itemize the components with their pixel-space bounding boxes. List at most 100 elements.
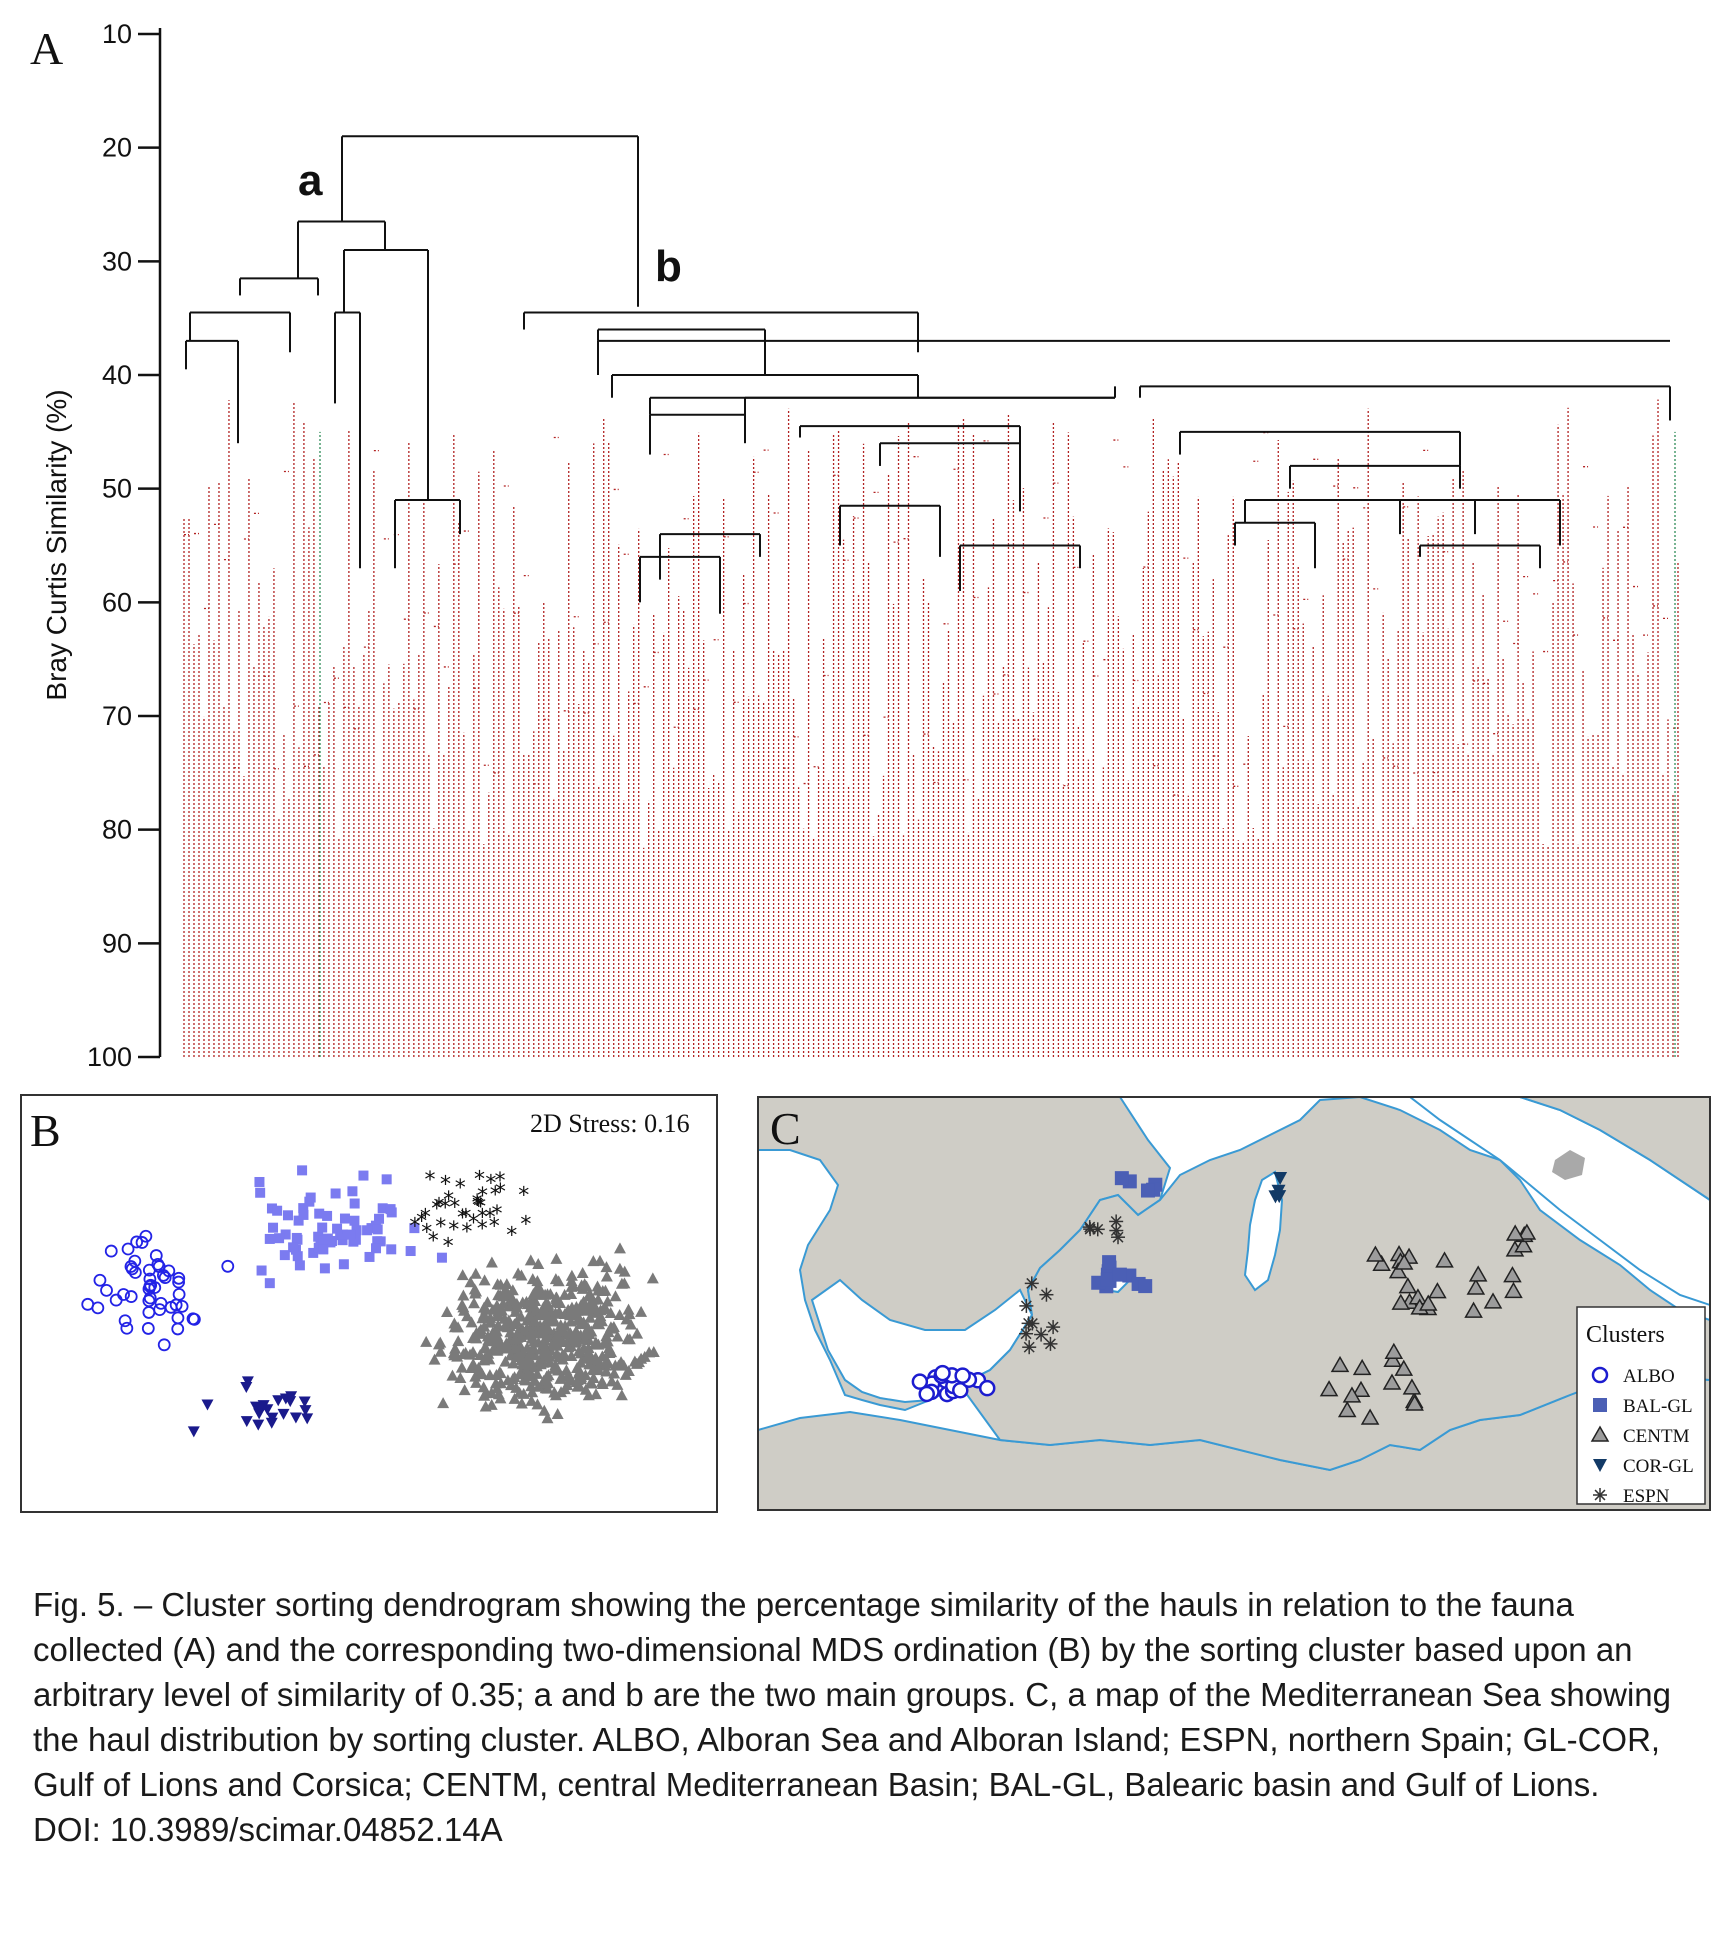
mds-point-centm [505,1336,518,1348]
mds-point-centm [565,1269,578,1281]
mds-point-centm [590,1355,603,1367]
mds-point-centm [502,1300,515,1312]
map-point-centm [1366,1245,1385,1262]
mds-point-centm [517,1363,530,1375]
map-point-espn [1082,1220,1097,1235]
map-point-cor-gl [1268,1190,1283,1204]
mds-point-centm [588,1364,601,1376]
mds-point-centm [585,1295,598,1307]
mds-point-centm [527,1288,540,1300]
mds-point-centm [623,1333,636,1345]
mds-point-centm [588,1300,601,1312]
mds-point-centm [525,1326,538,1338]
map-point-bal-gl [1102,1260,1117,1275]
mds-point-centm [609,1290,622,1302]
mds-point-centm [620,1313,633,1325]
mds-point-centm [509,1342,522,1354]
mds-point-bal-gl [282,1210,293,1221]
mds-point-centm [474,1349,487,1361]
mds-point-centm [583,1328,596,1340]
mds-point-centm [505,1348,518,1360]
mds-point-albo [157,1338,171,1352]
map-point-centm [1405,1394,1424,1411]
mds-point-centm [600,1261,613,1273]
caption-doi: DOI: 10.3989/scimar.04852.14A [33,1811,503,1848]
mds-point-centm [544,1350,557,1362]
mds-point-centm [513,1367,526,1379]
mds-point-centm [510,1338,523,1350]
mds-point-centm [589,1356,602,1368]
mds-point-centm [517,1368,530,1380]
map-point-espn [1019,1326,1034,1341]
mds-point-centm [481,1330,494,1342]
mds-point-centm [559,1349,572,1361]
mds-point-centm [479,1340,492,1352]
map-legend-items: ALBO BAL-GL CENTM COR-GL ESPN [1590,1366,1694,1507]
mds-point-centm [584,1311,597,1323]
mds-point-centm [585,1325,598,1337]
map-points [911,1171,1537,1425]
mds-point-espn: * [440,1196,451,1221]
mds-point-centm [567,1280,580,1292]
mds-point-centm [571,1362,584,1374]
mds-point-centm [552,1275,565,1287]
mds-point-centm [525,1394,538,1406]
mds-point-centm [458,1304,471,1316]
mds-point-centm [501,1321,514,1333]
mds-point-centm [511,1345,524,1357]
map-point-centm [1342,1386,1362,1403]
map-point-bal-gl [1140,1183,1155,1198]
mds-point-centm [553,1305,566,1317]
mds-point-centm [523,1369,536,1381]
map-point-centm [1514,1236,1533,1253]
mds-point-centm [591,1356,604,1368]
map-point-albo [954,1367,971,1384]
mds-point-centm [565,1340,578,1352]
mds-point-bal-gl [335,1230,346,1241]
mds-point-albo [186,1312,200,1326]
mds-point-centm [490,1310,503,1322]
mds-point-centm [502,1314,515,1326]
mds-point-bal-gl [266,1203,277,1214]
legend-label: ESPN [1623,1486,1670,1507]
mds-point-centm [511,1326,524,1338]
mds-point-centm [529,1302,542,1314]
mds-point-bal-gl [358,1170,369,1181]
mds-point-centm [569,1303,582,1315]
mds-point-espn: * [520,1213,531,1238]
mds-point-centm [486,1303,499,1315]
mds-point-cor-gl [277,1408,290,1420]
mds-point-centm [582,1326,595,1338]
mds-point-bal-gl [264,1233,275,1244]
mds-point-espn: * [421,1220,432,1245]
mds-point-albo [149,1249,163,1262]
mds-point-centm [612,1359,625,1371]
map-point-albo [933,1367,950,1385]
mds-point-centm [532,1257,545,1269]
mds-point-centm [543,1331,556,1343]
mds-point-centm [549,1359,562,1371]
figure-caption: Fig. 5. – Cluster sorting dendrogram sho… [33,1582,1703,1852]
mds-point-centm [558,1288,571,1300]
mds-point-centm [603,1347,616,1359]
map-land-west [758,1097,1172,1412]
map-point-albo [927,1369,944,1386]
mds-point-centm [600,1365,613,1377]
map-point-albo [960,1371,978,1388]
mds-point-centm [485,1335,498,1347]
mds-point-centm [595,1315,608,1327]
mds-point-bal-gl [314,1208,325,1219]
mds-point-bal-gl [375,1236,386,1247]
mds-point-bal-gl [409,1223,420,1234]
y-tick-label: 70 [102,701,132,731]
map-land-central [958,1097,1710,1472]
mds-point-centm [562,1303,575,1315]
mds-point-centm [546,1339,559,1351]
mds-point-espn: * [485,1171,496,1196]
mds-point-centm [468,1283,481,1295]
map-point-centm [1337,1400,1357,1418]
mds-point-centm [570,1301,583,1313]
mds-point-bal-gl [298,1203,309,1214]
map-point-centm [1391,1252,1410,1269]
mds-point-espn: * [477,1184,488,1209]
